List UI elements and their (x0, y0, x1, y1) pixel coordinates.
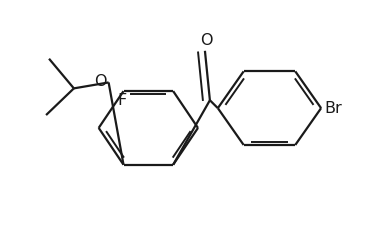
Text: O: O (200, 33, 213, 48)
Text: Br: Br (324, 101, 342, 116)
Text: F: F (117, 94, 126, 108)
Text: O: O (94, 74, 107, 89)
